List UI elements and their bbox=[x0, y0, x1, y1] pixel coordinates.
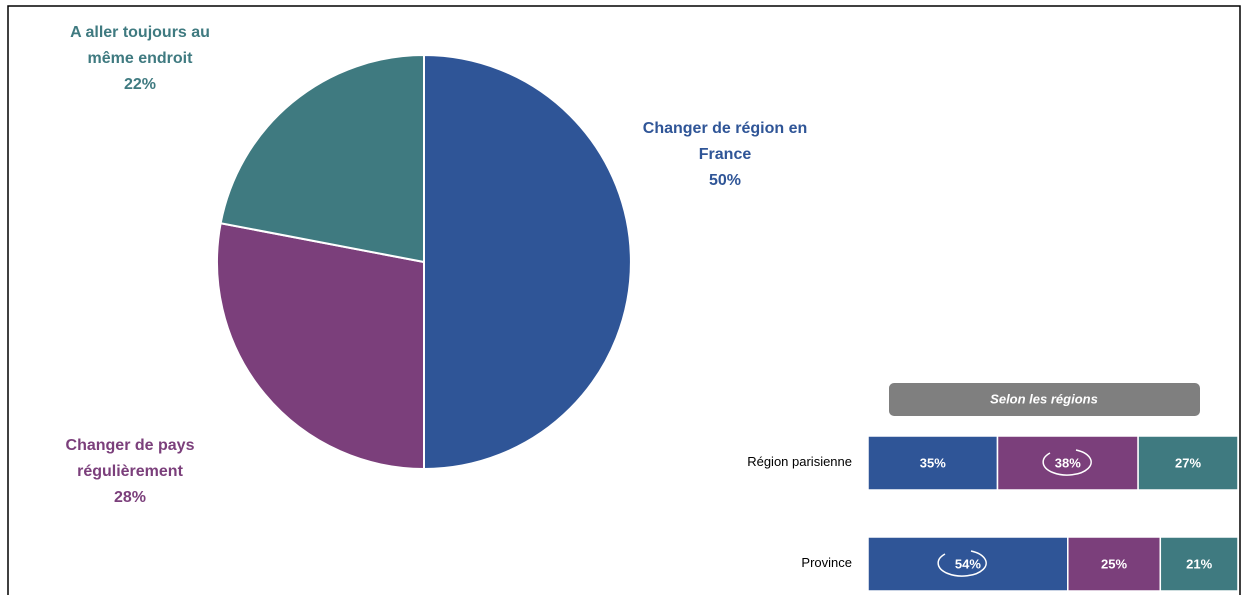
bar-value-label: 35% bbox=[920, 455, 946, 470]
slice-label: Changer de région en France 50% bbox=[625, 116, 825, 194]
bar-segment bbox=[867, 536, 1069, 592]
slice-value: 50% bbox=[708, 172, 742, 189]
subtitle-box bbox=[889, 383, 1200, 416]
slice-category: Changer de pays régulièrement bbox=[65, 437, 195, 480]
frame bbox=[7, 5, 1241, 595]
bar-segment bbox=[1067, 536, 1162, 592]
slice-value: 22% bbox=[123, 76, 157, 93]
bar-segment bbox=[1159, 536, 1239, 592]
bar-segment bbox=[1137, 435, 1239, 491]
bar-segment bbox=[996, 435, 1139, 491]
pie-slice bbox=[216, 222, 425, 471]
subtitle: Selon les régions bbox=[990, 391, 1098, 406]
highlight-swirl bbox=[937, 550, 987, 577]
pie-slice bbox=[219, 53, 425, 264]
category-label: Province bbox=[801, 555, 852, 570]
bar-value-label: 25% bbox=[1101, 556, 1127, 571]
slice-category: Changer de région en France bbox=[642, 120, 808, 163]
bar-value-label: 38% bbox=[1055, 455, 1081, 470]
bar-value-label: 54% bbox=[955, 556, 981, 571]
bar-value-label: 21% bbox=[1186, 556, 1212, 571]
slice-label: Changer de pays régulièrement 28% bbox=[30, 433, 230, 511]
slice-value: 28% bbox=[113, 489, 147, 506]
bar-segment bbox=[867, 435, 999, 491]
category-label: Région parisienne bbox=[747, 454, 852, 469]
highlight-swirl bbox=[1042, 449, 1092, 476]
slice-category: A aller toujours au même endroit bbox=[70, 24, 210, 67]
bar-value-label: 27% bbox=[1175, 455, 1201, 470]
pie-slice bbox=[423, 53, 632, 471]
slice-label: A aller toujours au même endroit 22% bbox=[40, 20, 240, 98]
